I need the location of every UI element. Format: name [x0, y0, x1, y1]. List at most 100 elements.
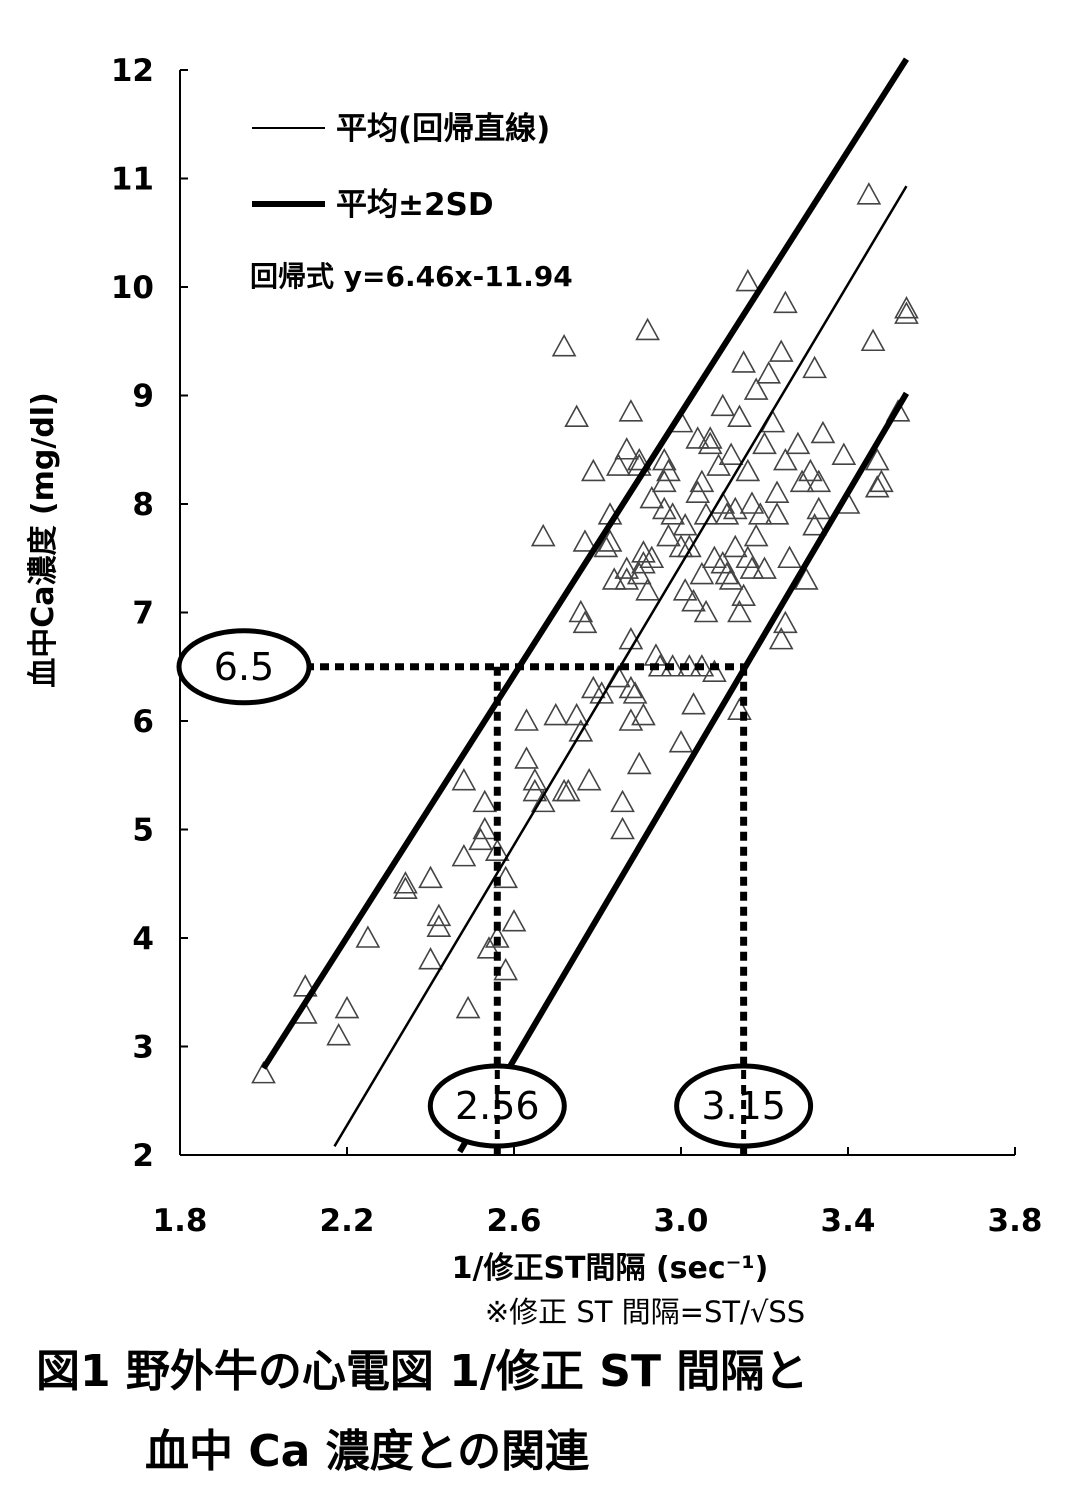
data-point: [864, 475, 890, 498]
data-point: [564, 702, 589, 726]
data-point: [593, 534, 619, 558]
data-point: [635, 317, 660, 341]
regression-equation: 回帰式 y=6.46x-11.94: [250, 260, 573, 293]
data-point: [543, 702, 569, 726]
data-point: [660, 502, 686, 525]
data-point: [618, 626, 644, 650]
data-point: [618, 675, 644, 699]
data-point: [672, 578, 698, 601]
figure-caption-line2: 血中 Ca 濃度との関連: [145, 1426, 590, 1477]
data-point: [793, 567, 819, 590]
sd-line: [457, 391, 910, 1154]
legend: 平均(回帰直線) 平均±2SD 回帰式 y=6.46x-11.94: [250, 111, 573, 293]
x-tick-label: 3.0: [654, 1203, 709, 1239]
data-point: [864, 447, 890, 471]
axes: 2 3 4 5 6 7 8 9 10 11 12 1.8 2.2 2.6 3.0 3.4 3.8: [111, 53, 1043, 1239]
x-tick-label: 2.2: [320, 1203, 375, 1239]
data-point: [522, 768, 548, 791]
y-tick-label: 7: [132, 596, 154, 632]
data-point: [501, 909, 527, 932]
data-point: [393, 876, 418, 899]
data-point: [810, 420, 836, 444]
x-axis-label: 1/修正ST間隔 (sec⁻¹): [452, 1251, 769, 1286]
data-point: [468, 827, 493, 851]
data-point: [614, 567, 640, 590]
scatter-chart: 2 3 4 5 6 7 8 9 10 11 12 1.8 2.2 2.6 3.0 3.4 3.8 6.52.56…: [26, 53, 1043, 1329]
data-point: [572, 529, 598, 552]
y-tick-label: 9: [132, 379, 154, 415]
data-point: [626, 447, 652, 471]
data-point: [856, 182, 882, 205]
data-point: [689, 561, 715, 585]
data-point: [785, 431, 811, 455]
data-point: [789, 469, 815, 493]
data-point: [455, 995, 481, 1019]
y-tick-label: 8: [132, 487, 154, 523]
data-point: [610, 789, 635, 813]
data-point: [727, 404, 752, 428]
data-point: [484, 838, 510, 862]
data-point: [718, 442, 744, 465]
x-tick-label: 2.6: [487, 1203, 542, 1239]
data-point: [451, 768, 477, 791]
y-tick-label: 10: [111, 270, 154, 306]
data-point: [743, 523, 769, 547]
data-point: [798, 458, 823, 482]
x-tick-label: 3.4: [821, 1203, 876, 1239]
data-point: [860, 328, 886, 352]
data-point: [869, 469, 894, 493]
figure-caption-line1: 図1 野外牛の心電図 1/修正 ST 間隔と: [36, 1346, 809, 1397]
data-point: [564, 404, 589, 428]
data-point: [747, 502, 773, 525]
data-points: [251, 182, 919, 1084]
y-tick-label: 4: [132, 921, 154, 957]
annotation-6-5-label: 6.5: [214, 645, 274, 689]
data-point: [756, 361, 782, 384]
regression-lines: [260, 57, 910, 1154]
data-point: [727, 599, 752, 623]
data-point: [722, 496, 748, 520]
data-point: [631, 702, 656, 726]
data-point: [530, 789, 556, 813]
data-point: [693, 599, 719, 623]
data-point: [551, 334, 577, 357]
data-point: [618, 708, 644, 731]
data-point: [764, 480, 790, 503]
data-point: [831, 442, 857, 465]
data-point: [572, 610, 598, 634]
data-point: [614, 437, 640, 460]
data-point: [894, 296, 919, 319]
y-axis-label: 血中Ca濃度 (mg/dl): [26, 392, 61, 688]
data-point: [735, 268, 761, 292]
data-point: [568, 719, 594, 742]
data-point: [714, 561, 740, 585]
data-point: [752, 556, 777, 579]
data-point: [768, 626, 794, 650]
data-point: [522, 778, 548, 802]
y-tick-label: 5: [132, 813, 154, 849]
data-point: [626, 751, 652, 775]
data-point: [472, 789, 498, 813]
data-point: [743, 377, 769, 400]
annotations: 6.52.56 3.15: [176, 628, 814, 1155]
data-point: [292, 974, 318, 997]
data-point: [752, 431, 777, 455]
data-point: [885, 399, 911, 422]
data-point: [635, 578, 660, 601]
data-point: [681, 692, 706, 715]
sd-line: [260, 57, 909, 1070]
data-point: [514, 708, 539, 731]
data-point: [735, 458, 761, 482]
legend-label-2sd: 平均±2SD: [336, 187, 494, 223]
x-tick-label: 1.8: [153, 1203, 208, 1239]
data-point: [697, 431, 723, 455]
data-point: [622, 681, 648, 704]
data-point: [639, 545, 665, 569]
data-point: [710, 393, 736, 417]
data-point: [651, 469, 677, 493]
data-point: [773, 610, 798, 634]
data-point: [739, 491, 765, 514]
data-point: [668, 730, 694, 753]
data-point: [722, 534, 748, 558]
y-tick-label: 2: [132, 1138, 154, 1174]
